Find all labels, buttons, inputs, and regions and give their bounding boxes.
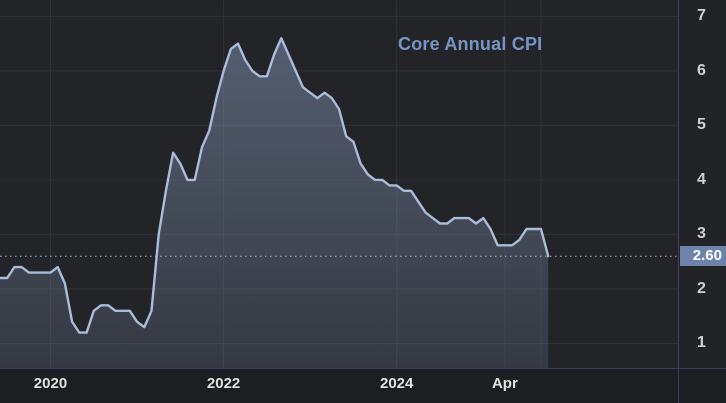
y-axis-label: 5: [697, 116, 706, 134]
price-line: [0, 37, 550, 334]
axis-corner: [678, 368, 726, 403]
time-axis[interactable]: 2020 2022 2024 Apr: [0, 368, 678, 403]
chart-plot-area[interactable]: Core Annual CPI: [0, 0, 678, 368]
y-axis-label: 1: [697, 334, 706, 352]
y-axis-label: 6: [697, 61, 706, 79]
area-fill: [0, 38, 549, 368]
x-axis-label: Apr: [491, 375, 518, 392]
y-axis-label: 7: [697, 7, 706, 25]
chart-canvas: [0, 0, 678, 368]
price-axis[interactable]: 2.60 7 6 5 4 3 2 1: [678, 0, 726, 368]
x-axis-label: 2020: [33, 375, 68, 392]
y-axis-label: 4: [697, 170, 706, 188]
x-axis-label: 2024: [380, 375, 414, 392]
last-value-text: 2.60: [692, 247, 722, 265]
last-value-label: 2.60: [680, 246, 726, 267]
x-axis-label: 2022: [206, 375, 241, 392]
y-axis-label: 3: [697, 225, 706, 243]
y-axis-label: 2: [697, 279, 706, 297]
